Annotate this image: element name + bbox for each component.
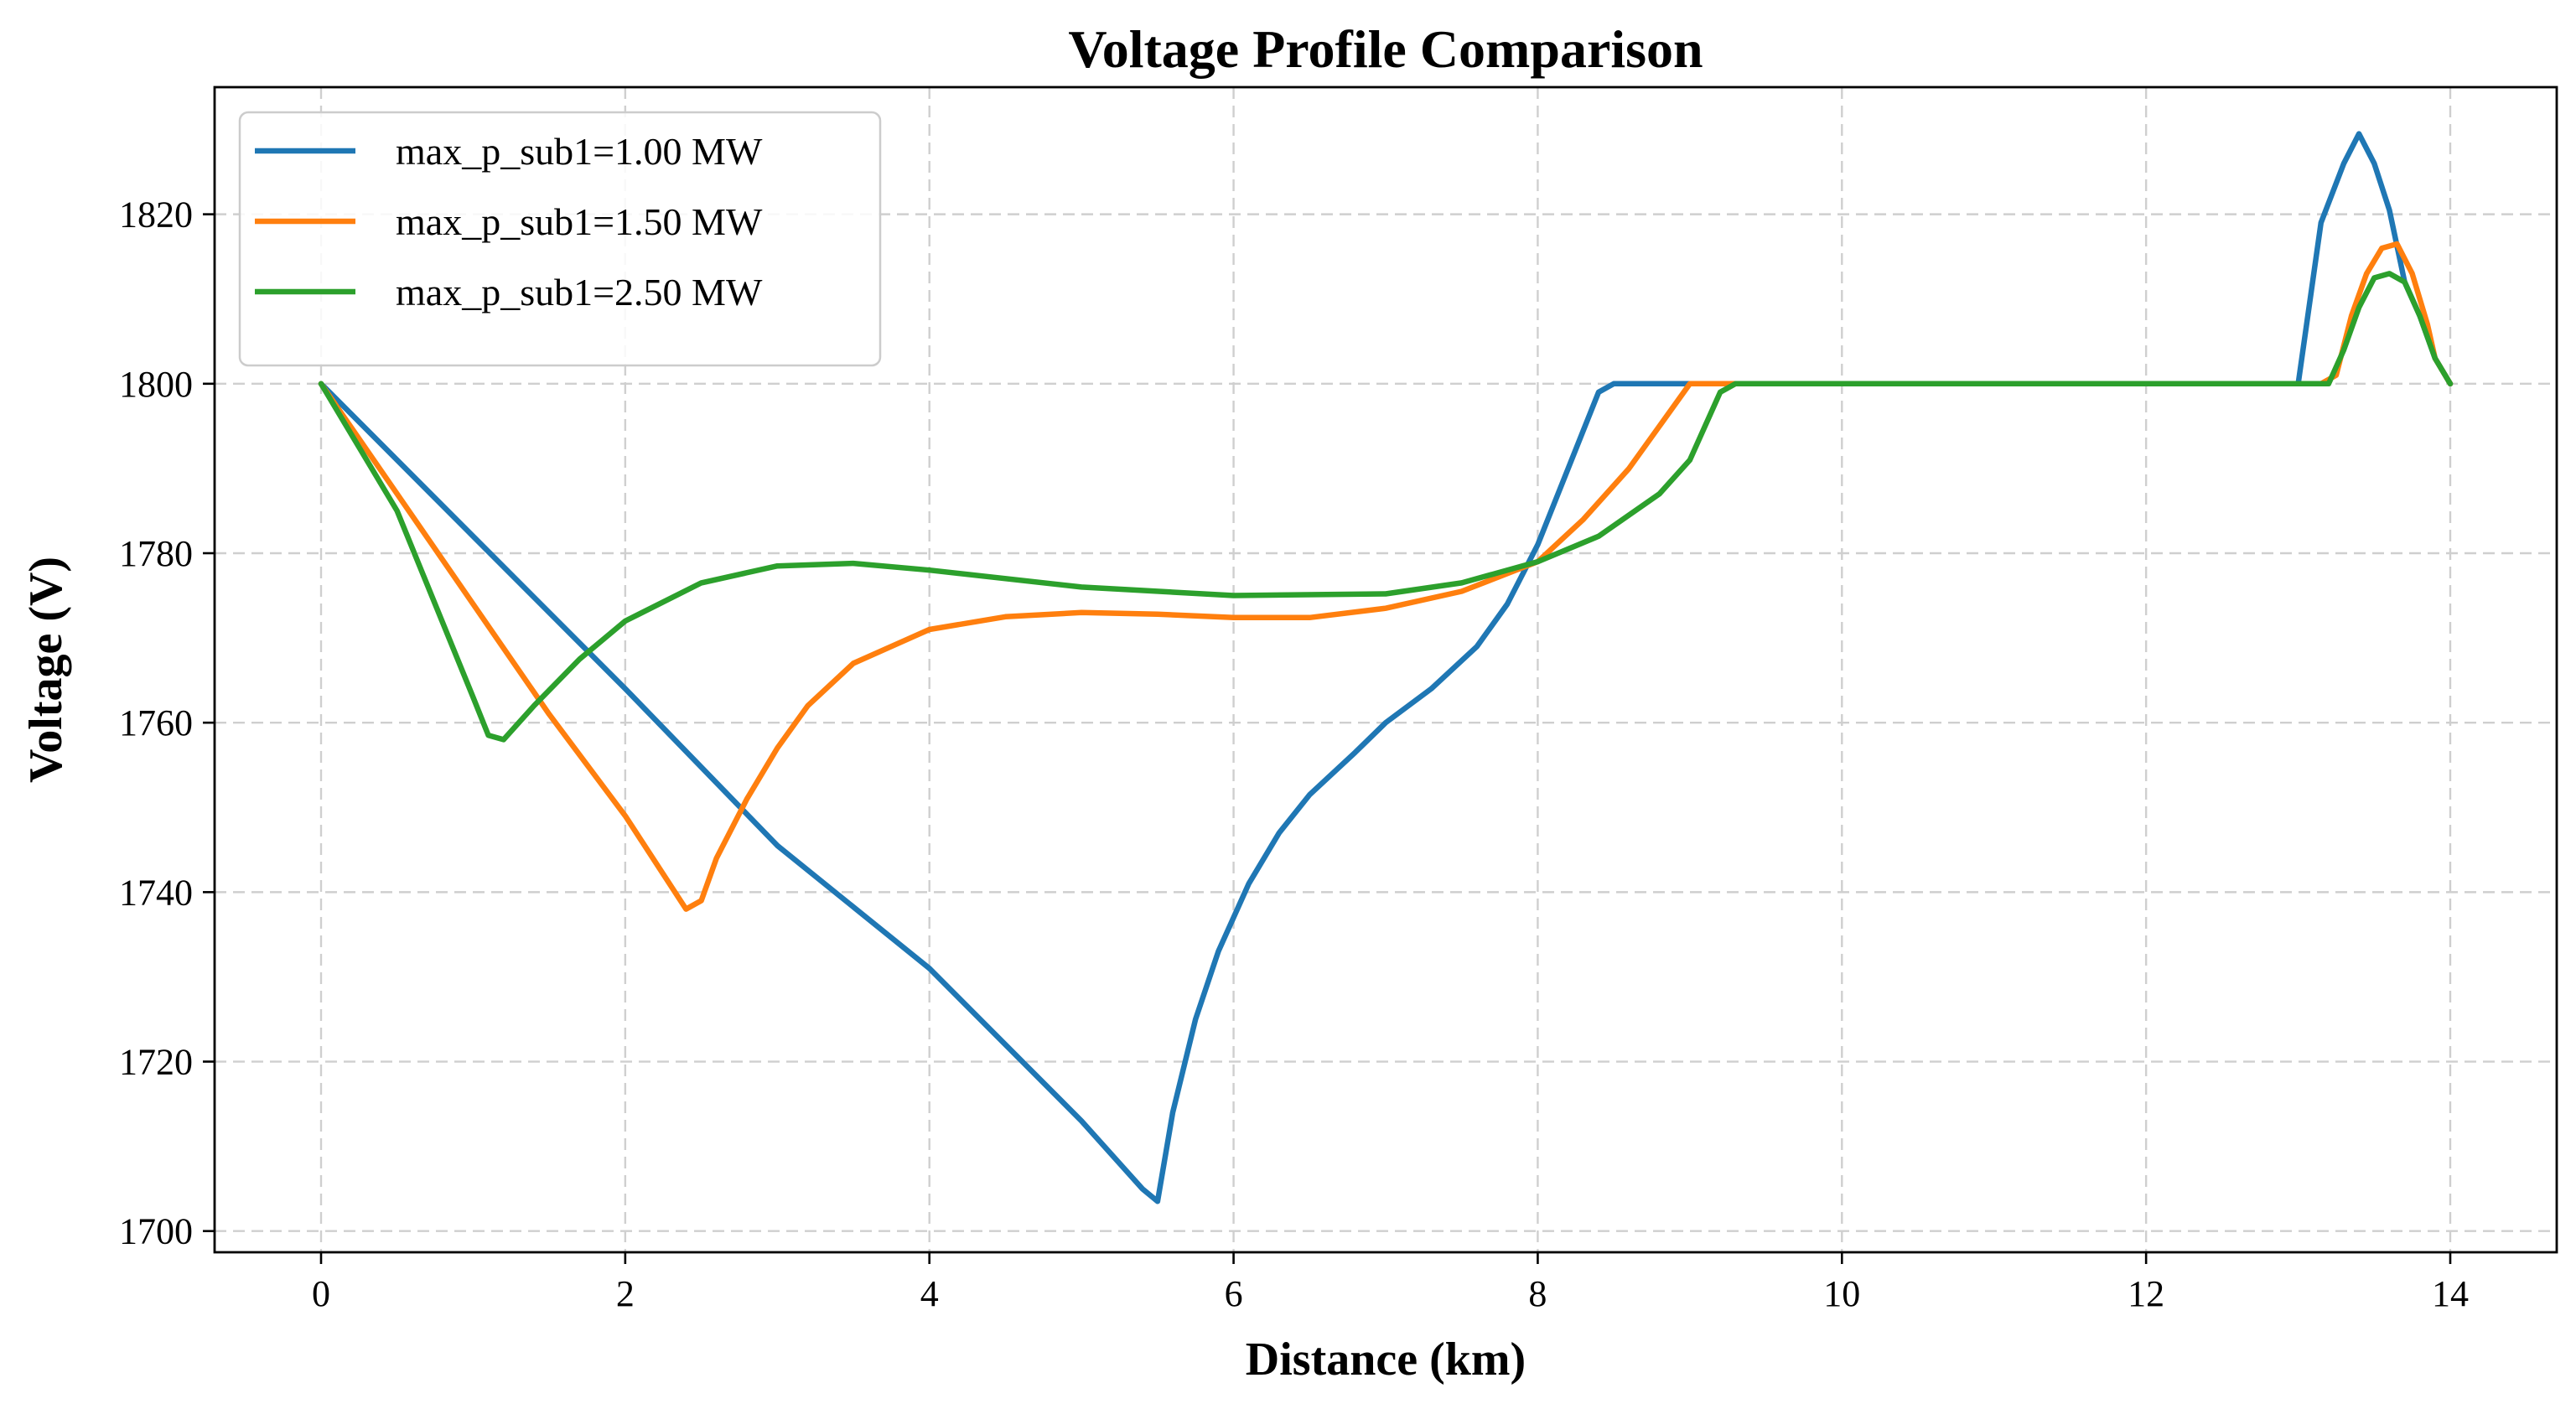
legend-box	[238, 111, 882, 367]
y-tick-label: 1740	[119, 872, 193, 913]
x-tick-label: 0	[312, 1273, 330, 1314]
y-tick-label: 1800	[119, 364, 193, 405]
series-line	[318, 131, 2454, 1204]
y-tick-label: 1780	[119, 533, 193, 574]
series-line	[318, 241, 2454, 912]
series-layer	[318, 131, 2454, 1204]
x-tick-label: 8	[1528, 1273, 1547, 1314]
plot-frame	[213, 85, 2558, 1254]
y-tick-label: 1820	[119, 194, 193, 236]
y-tick-label: 1720	[119, 1042, 193, 1083]
x-tick-label: 10	[1823, 1273, 1860, 1314]
legend: max_p_sub1=1.00 MW max_p_sub1=1.50 MW max_…	[238, 111, 882, 367]
x-axis-title: Distance (km)	[1246, 1334, 1526, 1386]
x-tick-label: 4	[920, 1273, 939, 1314]
series-line	[318, 271, 2454, 743]
y-tick-label: 1700	[119, 1211, 193, 1252]
chart-title: Voltage Profile Comparison	[1068, 19, 1703, 79]
x-tick-label: 12	[2128, 1273, 2164, 1314]
ticks: 0 2 4 6 8 10 12 14 1700 1720 1740 1760 1780 1800 1820	[119, 194, 2469, 1314]
legend-label: max_p_sub1=1.00 MW	[396, 130, 763, 173]
y-axis-title: Voltage (V)	[20, 557, 72, 783]
x-tick-label: 2	[616, 1273, 635, 1314]
legend-label: max_p_sub1=2.50 MW	[396, 271, 763, 313]
y-tick-label: 1760	[119, 702, 193, 743]
x-tick-label: 6	[1225, 1273, 1243, 1314]
legend-label: max_p_sub1=1.50 MW	[396, 200, 763, 243]
x-tick-label: 14	[2432, 1273, 2469, 1314]
